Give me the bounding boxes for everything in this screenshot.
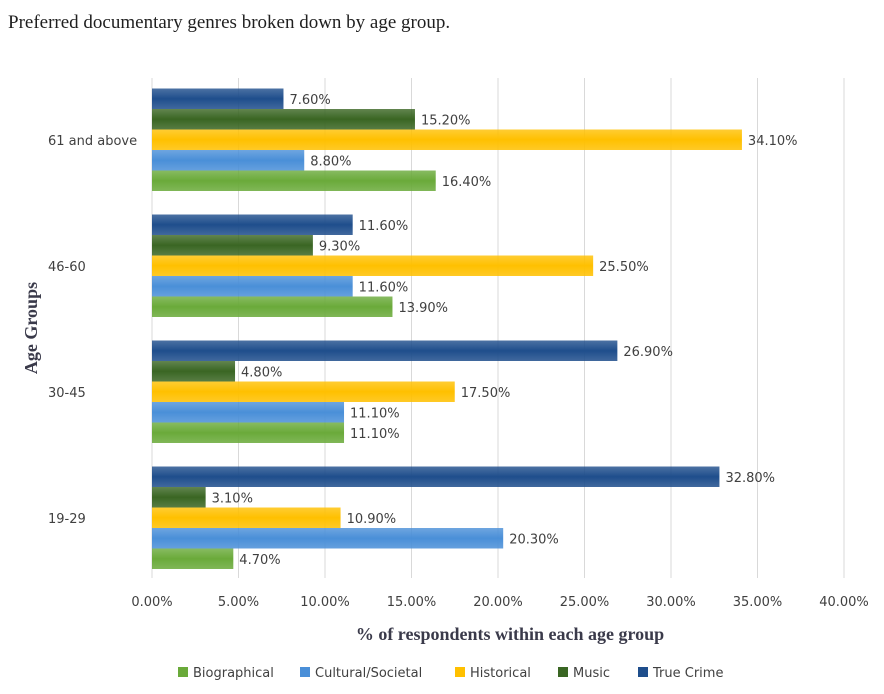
category-label: 30-45 xyxy=(48,386,86,401)
bar xyxy=(152,129,742,150)
data-label: 8.80% xyxy=(310,154,351,169)
legend-swatch xyxy=(455,667,465,677)
bar xyxy=(152,276,353,297)
bar xyxy=(152,170,436,191)
bar xyxy=(152,255,594,276)
data-label: 32.80% xyxy=(725,471,775,486)
legend-label: True Crime xyxy=(652,666,723,681)
bar xyxy=(152,150,305,171)
legend-label: Music xyxy=(573,666,610,681)
data-label: 11.10% xyxy=(350,427,400,442)
bar xyxy=(152,487,206,508)
data-label: 26.90% xyxy=(623,345,673,360)
data-label: 34.10% xyxy=(748,134,798,149)
x-tick-label: 40.00% xyxy=(819,595,869,610)
x-tick-label: 10.00% xyxy=(300,595,350,610)
bar xyxy=(152,214,353,235)
data-label: 11.10% xyxy=(350,406,400,421)
x-tick-label: 30.00% xyxy=(646,595,696,610)
bar xyxy=(152,548,234,569)
x-tick-label: 5.00% xyxy=(218,595,259,610)
data-label: 13.90% xyxy=(398,301,448,316)
bar xyxy=(152,109,415,130)
bar xyxy=(152,381,455,402)
category-label: 61 and above xyxy=(48,134,137,149)
legend-label: Cultural/Societal xyxy=(315,666,422,681)
x-tick-label: 0.00% xyxy=(131,595,172,610)
bar xyxy=(152,296,393,317)
chart-title: Preferred documentary genres broken down… xyxy=(8,12,451,33)
x-tick-label: 25.00% xyxy=(560,595,610,610)
data-label: 10.90% xyxy=(347,512,397,527)
data-label: 4.80% xyxy=(241,365,282,380)
legend-swatch xyxy=(558,667,568,677)
data-label: 15.20% xyxy=(421,113,471,128)
legend-swatch xyxy=(300,667,310,677)
bar xyxy=(152,340,618,361)
y-axis-title: Age Groups xyxy=(21,282,41,374)
data-label: 16.40% xyxy=(442,175,492,190)
legend-swatch xyxy=(638,667,648,677)
x-tick-label: 35.00% xyxy=(733,595,783,610)
bar xyxy=(152,507,341,528)
category-label: 19-29 xyxy=(48,512,86,527)
data-label: 25.50% xyxy=(599,260,649,275)
data-label: 20.30% xyxy=(509,532,559,547)
bar xyxy=(152,402,345,423)
x-axis-title: % of respondents within each age group xyxy=(356,624,664,644)
legend-label: Biographical xyxy=(193,666,274,681)
bar xyxy=(152,528,504,549)
data-label: 3.10% xyxy=(212,491,253,506)
category-label: 46-60 xyxy=(48,260,86,275)
legend-swatch xyxy=(178,667,188,677)
data-label: 11.60% xyxy=(359,280,409,295)
x-tick-label: 15.00% xyxy=(387,595,437,610)
data-label: 4.70% xyxy=(239,553,280,568)
bar xyxy=(152,235,313,256)
bar xyxy=(152,422,345,443)
data-label: 9.30% xyxy=(319,239,360,254)
data-label: 7.60% xyxy=(289,93,330,108)
data-label: 17.50% xyxy=(461,386,511,401)
legend-label: Historical xyxy=(470,666,531,681)
bar xyxy=(152,361,236,382)
bar xyxy=(152,88,284,109)
data-label: 11.60% xyxy=(359,219,409,234)
bar xyxy=(152,466,720,487)
x-tick-label: 20.00% xyxy=(473,595,523,610)
